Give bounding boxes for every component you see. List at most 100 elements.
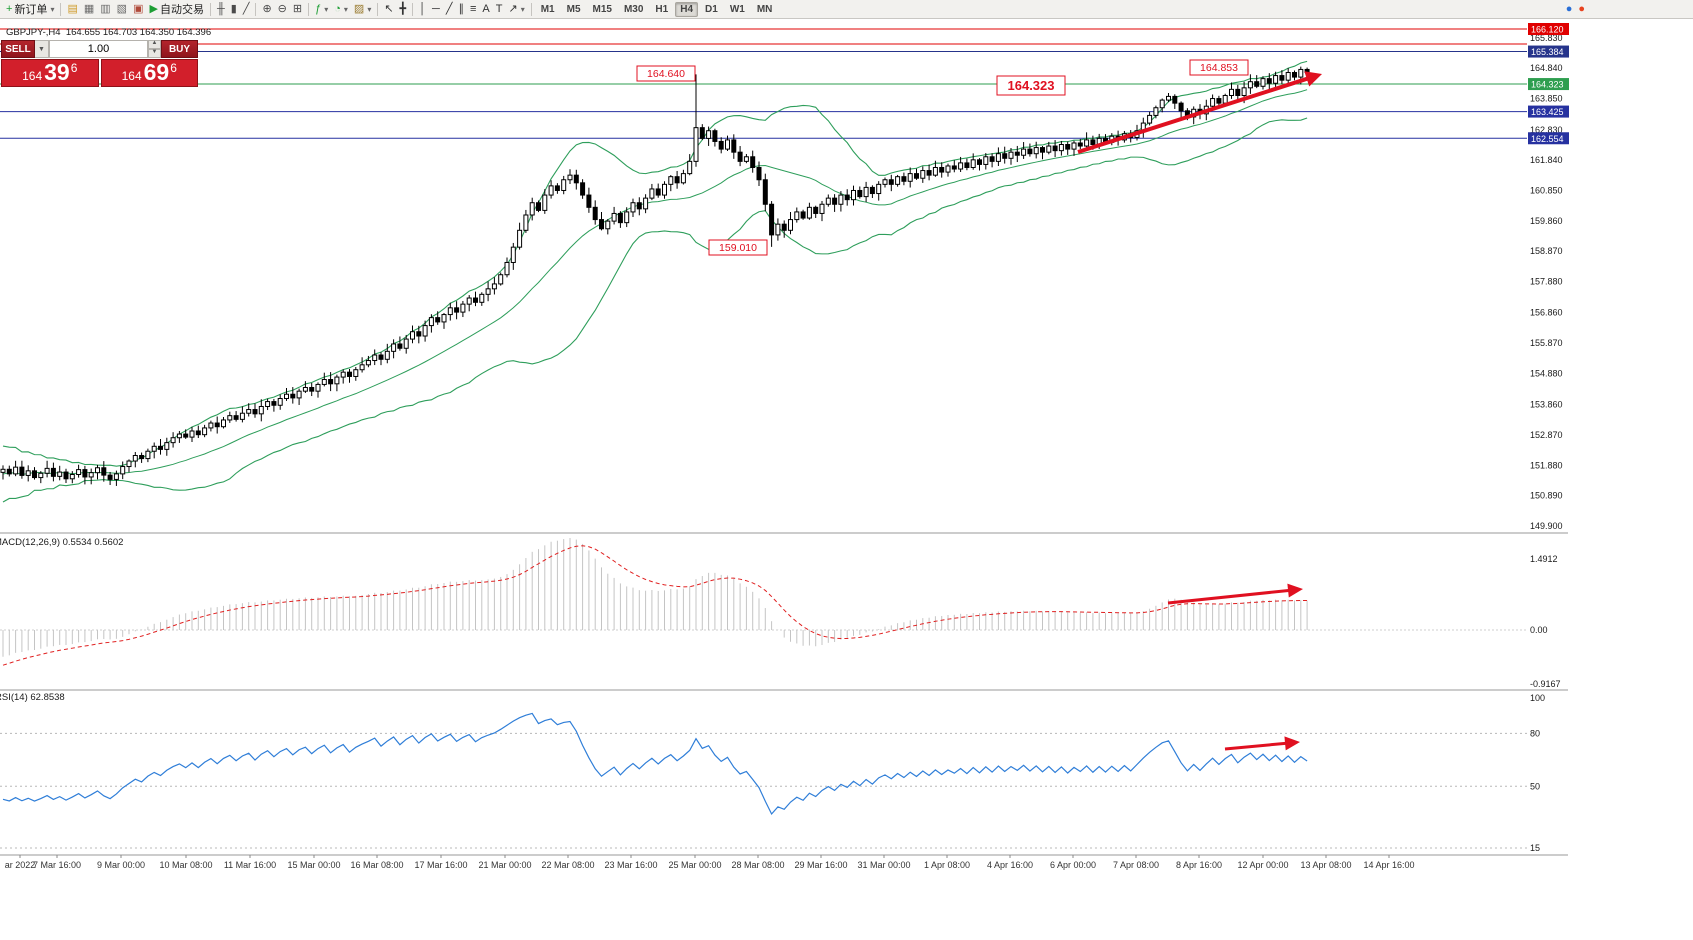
svg-text:8 Apr 16:00: 8 Apr 16:00 [1176, 860, 1222, 870]
ask-price-pip: 6 [170, 61, 177, 75]
volume-stepper: ▲ ▼ [148, 40, 161, 58]
timeframe-button-h4[interactable]: H4 [675, 1, 699, 17]
indicators-icon: ƒ [315, 2, 322, 15]
svg-text:164.640: 164.640 [647, 68, 685, 80]
svg-text:166.120: 166.120 [1531, 25, 1564, 35]
auto-trading-button-label: 自动交易 [159, 4, 204, 16]
trendline-button[interactable]: ╱ [443, 1, 456, 18]
bid-price-box[interactable]: 164 39 6 [1, 59, 99, 87]
crosshair-button[interactable]: ╋ [397, 1, 410, 18]
sell-dropdown-icon[interactable]: ▼ [35, 40, 49, 58]
svg-text:162.830: 162.830 [1530, 125, 1563, 135]
line-chart-icon[interactable]: ╱ [240, 1, 253, 18]
new-order-button-label: 新订单 [14, 4, 48, 16]
svg-text:150.890: 150.890 [1530, 491, 1563, 501]
timeframe-button-m15[interactable]: M15 [592, 3, 612, 15]
zoom-in-button[interactable]: ⊕ [259, 1, 274, 18]
new-order-icon: + [6, 2, 13, 15]
ask-price-box[interactable]: 164 69 6 [100, 59, 198, 87]
svg-text:151.880: 151.880 [1530, 460, 1563, 470]
one-click-trading-panel: SELL ▼ ▲ ▼ BUY 164 39 6 164 69 6 [1, 40, 198, 87]
cursor-icon: ↖ [384, 2, 394, 15]
arrows-icon: ↗ [508, 2, 518, 15]
channel-button[interactable]: ∥ [455, 1, 467, 18]
toolbar-separator [255, 2, 257, 16]
horizontal-line-button[interactable]: ─ [429, 1, 443, 18]
candlestick-chart-icon[interactable]: ▮ [228, 1, 240, 18]
svg-text:163.850: 163.850 [1530, 94, 1563, 104]
svg-text:164.840: 164.840 [1530, 63, 1563, 73]
terminal-icon: ▣ [133, 2, 144, 15]
timeframe-button-h1[interactable]: H1 [655, 3, 669, 15]
bar-chart-icon[interactable]: ╫ [214, 1, 228, 18]
rsi-indicator-label: RSI(14) 62.8538 [0, 692, 65, 703]
svg-text:163.425: 163.425 [1531, 107, 1564, 117]
toolbar-separator [60, 2, 62, 16]
line-chart-icon: ╱ [242, 2, 250, 15]
svg-text:21 Mar 00:00: 21 Mar 00:00 [478, 860, 531, 870]
profiles-icon: ▤ [67, 2, 78, 15]
svg-text:23 Mar 16:00: 23 Mar 16:00 [604, 860, 657, 870]
price-chart-canvas[interactable]: 165.830 164.840 163.850 162.830 161.840 160.8… [0, 19, 1693, 940]
macd-panel: 1.4912 0.00 -0.9167 [0, 538, 1561, 689]
volume-down-icon[interactable]: ▼ [148, 49, 161, 58]
search-icon[interactable]: ● [1563, 1, 1576, 18]
data-window-icon[interactable]: ▧ [114, 1, 130, 18]
cursor-button[interactable]: ↖ [381, 1, 396, 18]
market-watch-icon[interactable]: ▥ [97, 1, 113, 18]
text-button[interactable]: A [479, 1, 492, 18]
periods-button[interactable]: ◔ ▾ [331, 1, 351, 18]
bid-price-prefix: 164 [22, 68, 43, 83]
svg-text:156.860: 156.860 [1530, 308, 1563, 318]
svg-text:0.00: 0.00 [1530, 625, 1548, 635]
bid-price-pip: 6 [70, 61, 78, 75]
svg-text:149.900: 149.900 [1530, 521, 1563, 531]
svg-text:15 Mar 00:00: 15 Mar 00:00 [287, 860, 340, 870]
svg-text:80: 80 [1530, 728, 1540, 738]
timeframe-button-m1[interactable]: M1 [540, 3, 555, 15]
charts-window-icon: ▦ [83, 2, 95, 15]
hlines-layer [0, 28, 1568, 856]
timeframe-button-mn[interactable]: MN [756, 3, 773, 15]
volume-input[interactable] [49, 40, 148, 58]
timeframe-button-m30[interactable]: M30 [623, 3, 644, 15]
charts-window-icon[interactable]: ▦ [81, 1, 97, 18]
text-icon: A [482, 2, 490, 15]
svg-text:160.850: 160.850 [1530, 185, 1563, 195]
profiles-icon[interactable]: ▤ [64, 1, 80, 18]
zoom-out-button[interactable]: ⊖ [275, 1, 290, 18]
indicators-button[interactable]: ƒ ▾ [312, 1, 331, 18]
buy-button[interactable]: BUY [161, 40, 198, 58]
arrows-button[interactable]: ↗ ▾ [505, 1, 527, 18]
notifications-icon[interactable]: ● [1575, 1, 1588, 18]
svg-text:152.870: 152.870 [1530, 430, 1563, 440]
svg-text:164.323: 164.323 [1008, 78, 1055, 93]
sell-button[interactable]: SELL [1, 40, 35, 58]
chevron-down-icon: ▾ [50, 4, 55, 14]
vertical-line-button[interactable]: │ [416, 1, 429, 18]
timeframe-button-d1[interactable]: D1 [705, 3, 718, 15]
search-icon: ● [1565, 2, 1573, 15]
volume-up-icon[interactable]: ▲ [148, 40, 161, 49]
toolbar-separator [412, 2, 414, 16]
svg-text:155.870: 155.870 [1530, 338, 1563, 348]
svg-text:165.384: 165.384 [1531, 47, 1564, 57]
chevron-down-icon: ▾ [520, 4, 525, 14]
auto-trading-icon: ▶ [149, 2, 158, 15]
auto-trading-button[interactable]: ▶ 自动交易 [146, 1, 206, 18]
toolbar: + 新订单 ▾ ▤ ▦ ▥ ▧ ▣ ▶ 自动交易 ╫ ▮ ╱ ⊕ ⊖ ⊞ ƒ ▾ ◔ ▾ ▨ ▾ ↖ ╋ │ ─ ╱ ∥ ≡ A T ↗ ▾ M1… [0, 0, 1693, 19]
trendline-icon: ╱ [445, 2, 453, 15]
label-button[interactable]: T [493, 1, 506, 18]
timeframe-button-w1[interactable]: W1 [729, 3, 745, 15]
timeframe-button-m5[interactable]: M5 [566, 3, 581, 15]
terminal-icon[interactable]: ▣ [130, 1, 146, 18]
tile-windows-icon[interactable]: ⊞ [290, 1, 305, 18]
fibonacci-button[interactable]: ≡ [467, 1, 479, 18]
candles-layer [0, 66, 1310, 486]
crosshair-icon: ╋ [399, 2, 407, 15]
svg-text:17 Mar 16:00: 17 Mar 16:00 [414, 860, 467, 870]
svg-text:164.323: 164.323 [1531, 80, 1564, 90]
new-order-button[interactable]: + 新订单 ▾ [3, 1, 57, 18]
market-watch-icon: ▥ [100, 2, 111, 15]
templates-button[interactable]: ▨ ▾ [351, 1, 374, 18]
